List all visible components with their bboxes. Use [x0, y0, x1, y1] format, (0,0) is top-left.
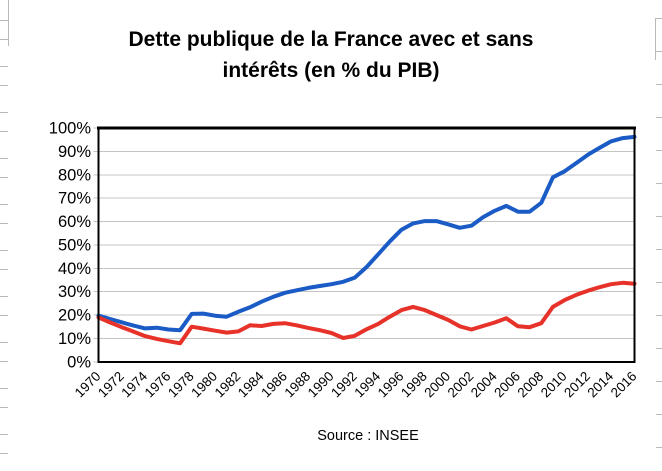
spreadsheet-row-gridlines-left [0, 20, 8, 466]
plot-border [97, 126, 636, 363]
spreadsheet-column-border-left [8, 0, 9, 46]
y-axis-label: 0% [67, 353, 91, 371]
y-axis-label: 80% [58, 166, 91, 184]
y-axis-label: 30% [58, 283, 91, 301]
source-caption: Source : INSEE [317, 428, 419, 444]
x-axis-label: 2010 [538, 369, 570, 401]
x-axis-label: 2000 [421, 369, 453, 401]
y-axis-label: 40% [58, 260, 91, 278]
x-axis-labels: 1970197219741976197819801982198419861988… [72, 368, 640, 400]
y-axis-label: 20% [58, 307, 91, 325]
x-axis-label: 1990 [305, 369, 337, 401]
x-axis-label: 1980 [188, 369, 220, 401]
spreadsheet-row-gridlines-right [656, 18, 662, 466]
x-axis-label: 2002 [445, 369, 477, 401]
x-axis-label: 1982 [212, 369, 244, 401]
gridlines [93, 127, 635, 363]
y-axis-label: 70% [58, 190, 91, 208]
y-axis-label: 100% [49, 120, 92, 138]
y-axis-label: 10% [58, 330, 91, 348]
series-dette-sans-interets-line [96, 280, 637, 346]
x-axis-label: 1998 [398, 369, 430, 401]
x-axis-label: 1986 [258, 369, 290, 401]
series-dette-avec-interets-line [96, 134, 637, 333]
chart-title-line2: intérêts (en % du PIB) [222, 59, 439, 82]
x-axis-label: 1972 [95, 369, 127, 401]
x-axis-label: 2014 [584, 368, 616, 400]
y-axis-labels: 0% 10% 20% 30% 40% 50% 60% 70% 80% 90% 100% [49, 120, 92, 372]
y-axis-label: 50% [58, 236, 91, 254]
spreadsheet-column-border-right [655, 18, 656, 60]
x-axis-label: 1974 [118, 368, 150, 400]
x-axis-label: 1994 [351, 368, 383, 400]
y-axis-label: 90% [58, 143, 91, 161]
x-axis-label: 1970 [72, 369, 104, 401]
x-axis-label: 1996 [375, 369, 407, 401]
x-axis-label: 2016 [608, 369, 640, 401]
x-axis-label: 1992 [328, 369, 360, 401]
x-axis-label: 2012 [561, 369, 593, 401]
x-axis-label: 1976 [142, 369, 174, 401]
chart-title-line1: Dette publique de la France avec et sans [129, 28, 534, 51]
y-axis-label: 60% [58, 213, 91, 231]
x-axis-label: 2008 [515, 369, 547, 401]
x-axis-label: 2004 [468, 368, 500, 400]
x-axis-label: 1984 [235, 368, 267, 400]
series-lines [96, 134, 637, 346]
x-axis-label: 2006 [491, 369, 523, 401]
x-axis-label: 1978 [165, 369, 197, 401]
x-axis-label: 1988 [282, 369, 314, 401]
